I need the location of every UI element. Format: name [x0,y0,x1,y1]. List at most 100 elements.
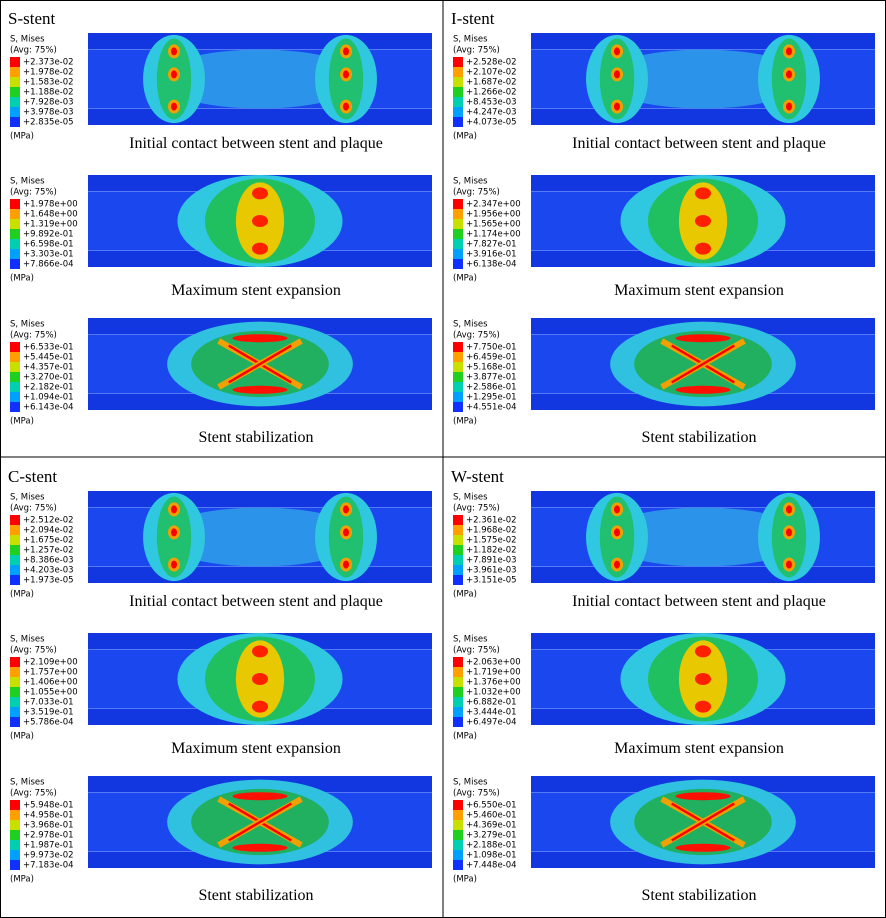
legend-header: S, Mises [453,635,488,645]
legend-swatch [453,515,463,525]
legend-level: +1.978e-02 [23,68,74,78]
legend-swatch [453,342,463,352]
contour-plot [531,491,875,583]
legend-swatch [453,810,463,820]
legend-level: +4.203e-03 [23,566,74,576]
caption: Initial contact between stent and plaque [129,135,383,152]
legend-header: S, Mises [453,177,488,187]
legend-level: +2.586e-01 [466,383,517,393]
legend-header: S, Mises [453,778,488,788]
legend-level: +1.174e+00 [466,230,521,240]
legend-level: +5.445e-01 [23,353,74,363]
legend: S, Mises(Avg: 75%)+2.528e-02+2.107e-02+1… [453,35,517,142]
legend-unit: (MPa) [10,132,34,142]
legend-level: +1.182e-02 [466,546,517,556]
contour-plot [88,33,432,125]
legend-header: S, Mises [10,177,45,187]
legend-level: +1.257e-02 [23,546,74,556]
legend-level: +1.648e+00 [23,210,78,220]
legend-level: +4.369e-01 [466,821,517,831]
legend-swatch [453,382,463,392]
legend: S, Mises(Avg: 75%)+2.361e-02+1.968e-02+1… [453,493,517,600]
legend-swatch [453,840,463,850]
legend-swatch [453,687,463,697]
legend-level: +6.138e-04 [466,260,517,270]
caption: Maximum stent expansion [614,282,784,299]
contour-plot [531,33,875,125]
legend-level: +2.063e+00 [466,658,521,668]
stress-region [675,334,731,343]
legend: S, Mises(Avg: 75%) +6.533e-01+5.445e-01+4… [10,320,74,427]
stress-region [695,215,711,227]
legend-unit: (MPa) [453,417,477,427]
stress-region [614,505,620,514]
legend-avg: (Avg: 75%) [453,504,500,514]
legend-level: +3.444e-01 [466,708,517,718]
legend-level: +6.533e-01 [23,343,74,353]
stress-region [171,70,177,79]
legend-header: S, Mises [453,493,488,503]
legend: S, Mises(Avg: 75%) +1.978e+00+1.648e+00+1… [10,177,78,284]
stress-region [599,49,807,109]
legend-swatch [10,392,20,402]
legend-level: +4.958e-01 [23,811,74,821]
legend-swatch [453,565,463,575]
legend-swatch [10,117,20,127]
stress-region [695,700,711,713]
stress-region [252,242,268,255]
legend-swatch [453,259,463,269]
legend-swatch [453,392,463,402]
legend-swatch [10,249,20,259]
stress-region [614,560,620,569]
legend-level: +1.968e-02 [466,526,517,536]
legend-swatch [453,199,463,209]
legend: S, Mises(Avg: 75%)+2.109e+00+1.757e+00+1… [10,635,78,742]
legend-swatch [453,402,463,412]
contour-plot [88,318,432,410]
stress-region [171,102,177,111]
legend-level: +1.295e-01 [466,393,517,403]
legend-level: +2.347e+00 [466,200,521,210]
legend-level: +6.598e-01 [23,240,74,250]
legend-swatch [453,820,463,830]
panel-title: C-stent [8,467,57,486]
legend-swatch [453,707,463,717]
legend-level: +3.279e-01 [466,831,517,841]
legend-swatch [10,229,20,239]
legend-swatch [453,372,463,382]
legend-swatch [10,352,20,362]
legend-level: +5.786e-04 [23,718,74,728]
legend-level: +4.357e-01 [23,363,74,373]
legend-unit: (MPa) [453,875,477,885]
legend-avg: (Avg: 75%) [10,504,57,514]
stress-region [343,505,349,514]
legend: S, Mises(Avg: 75%)+2.347e+00+1.956e+00+1… [453,177,521,284]
legend-level: +1.987e-01 [23,841,74,851]
legend-swatch [10,707,20,717]
legend-avg: (Avg: 75%) [10,331,57,341]
legend-swatch [453,657,463,667]
legend-header: S, Mises [453,320,488,330]
stress-region [675,385,731,394]
legend-level: +6.882e-01 [466,698,517,708]
legend-swatch [453,535,463,545]
panel-title: W-stent [451,467,504,486]
caption: Stent stabilization [198,429,313,446]
stress-region [171,560,177,569]
legend: S, Mises(Avg: 75%)+2.373e-02+1.978e-02+1… [10,35,74,142]
legend-level: +3.877e-01 [466,373,517,383]
legend-unit: (MPa) [453,132,477,142]
legend-level: +4.551e-04 [466,403,517,413]
legend-swatch [453,677,463,687]
legend-level: +4.247e-03 [466,108,517,118]
legend-level: +1.094e-01 [23,393,74,403]
legend-swatch [453,717,463,727]
stress-region [343,528,349,537]
legend-level: +7.928e-03 [23,98,74,108]
legend-level: +6.497e-04 [466,718,517,728]
legend-swatch [453,77,463,87]
legend-swatch [10,667,20,677]
legend-swatch [453,860,463,870]
legend-level: +7.891e-03 [466,556,517,566]
stress-region [232,385,288,394]
